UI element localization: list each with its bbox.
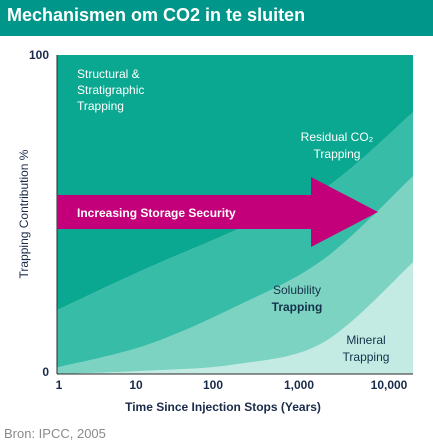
solubility-label-line: Solubility (273, 283, 321, 297)
mineral-label-line: Trapping (343, 350, 390, 364)
x-tick-label: 1,000 (284, 378, 314, 392)
source-note: Bron: IPCC, 2005 (4, 426, 106, 441)
structural-label-line: Structural & (77, 67, 140, 81)
residual-label-line: Residual CO₂ (301, 130, 374, 144)
structural-label-line: Stratigraphic (77, 83, 144, 97)
x-tick-label: 1 (56, 378, 63, 392)
area-solubility (57, 176, 413, 374)
trapping-chart: 100 0 1 10 100 1,000 10,000 Time Since I… (17, 48, 413, 414)
structural-label-line: Trapping (77, 99, 124, 113)
x-tick-label: 10 (129, 378, 143, 392)
storage-security-arrow (57, 177, 378, 247)
y-tick-label: 100 (29, 48, 49, 62)
y-axis-title: Trapping Contribution % (17, 149, 31, 278)
area-layers (57, 55, 413, 374)
residual-label-line: Trapping (314, 147, 361, 161)
page-title: Mechanismen om CO2 in te sluiten (7, 5, 306, 25)
x-tick-label: 100 (203, 378, 223, 392)
x-axis-title: Time Since Injection Stops (Years) (125, 400, 321, 414)
solubility-label-line: Trapping (272, 300, 323, 314)
y-tick-label: 0 (42, 365, 49, 379)
arrow-label: Increasing Storage Security (77, 206, 236, 220)
title-bar: Mechanismen om CO2 in te sluiten (0, 0, 433, 36)
area-residual (57, 112, 413, 368)
area-structural (57, 55, 413, 311)
mineral-label-line: Mineral (346, 333, 385, 347)
area-mineral (57, 262, 413, 374)
x-tick-label: 10,000 (371, 378, 408, 392)
